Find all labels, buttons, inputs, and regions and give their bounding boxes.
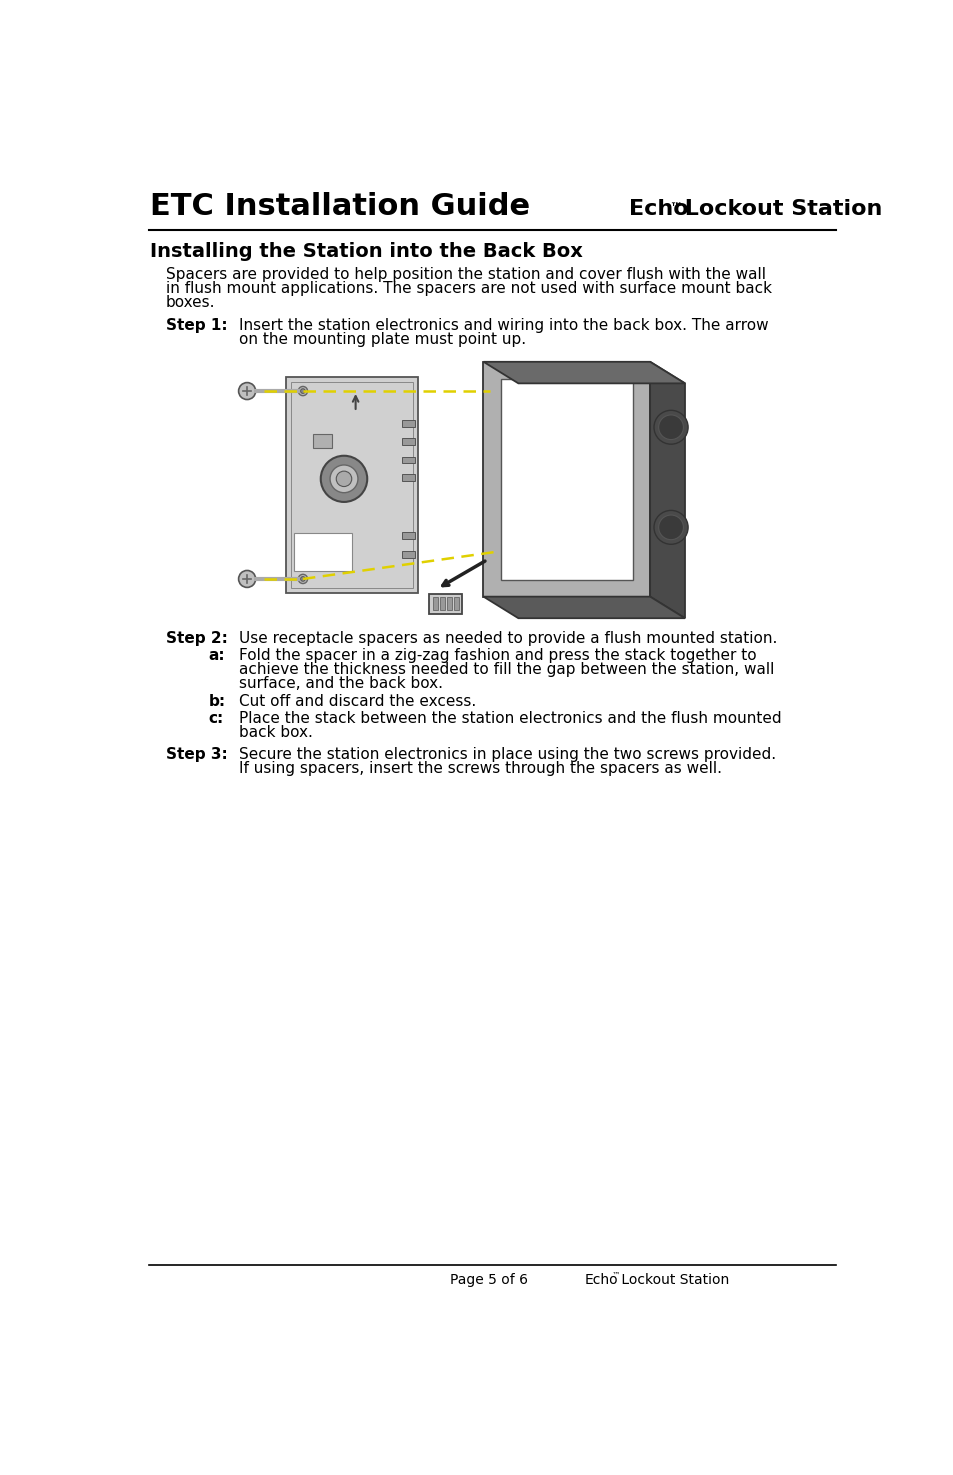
- Bar: [402, 475, 415, 481]
- Bar: [500, 379, 633, 580]
- Text: Fold the spacer in a zig-zag fashion and press the stack together to: Fold the spacer in a zig-zag fashion and…: [239, 648, 757, 664]
- Text: in flush mount applications. The spacers are not used with surface mount back: in flush mount applications. The spacers…: [166, 280, 771, 296]
- Text: Insert the station electronics and wiring into the back box. The arrow: Insert the station electronics and wirin…: [239, 319, 768, 333]
- Text: Echo: Echo: [583, 1273, 618, 1286]
- Circle shape: [654, 510, 687, 544]
- Text: ETC Installation Guide: ETC Installation Guide: [150, 192, 530, 221]
- Text: c:: c:: [208, 711, 223, 726]
- Circle shape: [238, 382, 255, 400]
- Text: Lockout Station: Lockout Station: [617, 1273, 728, 1286]
- Text: Page 5 of 6: Page 5 of 6: [450, 1273, 527, 1286]
- Text: back box.: back box.: [239, 726, 313, 740]
- Text: a:: a:: [208, 648, 225, 664]
- Polygon shape: [483, 361, 684, 384]
- Bar: [402, 420, 415, 428]
- Bar: [402, 456, 415, 463]
- Text: Secure the station electronics in place using the two screws provided.: Secure the station electronics in place …: [239, 746, 776, 761]
- Text: b:: b:: [208, 695, 225, 709]
- Circle shape: [654, 410, 687, 444]
- Polygon shape: [649, 361, 684, 618]
- Bar: [429, 593, 461, 614]
- Circle shape: [658, 414, 682, 440]
- Bar: [483, 361, 649, 597]
- Text: Use receptacle spacers as needed to provide a flush mounted station.: Use receptacle spacers as needed to prov…: [239, 631, 777, 646]
- Bar: [402, 438, 415, 445]
- Text: Installing the Station into the Back Box: Installing the Station into the Back Box: [150, 242, 582, 261]
- Bar: [286, 378, 417, 593]
- Circle shape: [238, 571, 255, 587]
- Text: ™: ™: [611, 1270, 619, 1279]
- Bar: [433, 597, 437, 609]
- Text: Step 3:: Step 3:: [166, 746, 227, 761]
- Circle shape: [335, 471, 352, 487]
- Circle shape: [298, 386, 307, 395]
- Text: Step 2:: Step 2:: [166, 631, 228, 646]
- Bar: [291, 382, 413, 589]
- Text: Place the stack between the station electronics and the flush mounted: Place the stack between the station elec…: [239, 711, 781, 726]
- Text: Echo: Echo: [629, 199, 688, 220]
- Text: Cut off and discard the excess.: Cut off and discard the excess.: [239, 695, 476, 709]
- Circle shape: [300, 389, 305, 394]
- Bar: [454, 597, 458, 609]
- Bar: [294, 532, 352, 571]
- Text: ™: ™: [669, 202, 682, 215]
- Bar: [439, 597, 444, 609]
- Bar: [402, 552, 415, 558]
- Text: Step 1:: Step 1:: [166, 319, 227, 333]
- Circle shape: [658, 515, 682, 540]
- Text: boxes.: boxes.: [166, 295, 215, 310]
- Text: If using spacers, insert the screws through the spacers as well.: If using spacers, insert the screws thro…: [239, 761, 721, 776]
- Text: on the mounting plate must point up.: on the mounting plate must point up.: [239, 332, 526, 347]
- Bar: [447, 597, 452, 609]
- Circle shape: [330, 465, 357, 493]
- Circle shape: [320, 456, 367, 502]
- Text: achieve the thickness needed to fill the gap between the station, wall: achieve the thickness needed to fill the…: [239, 662, 774, 677]
- Text: Spacers are provided to help position the station and cover flush with the wall: Spacers are provided to help position th…: [166, 267, 765, 282]
- Polygon shape: [483, 597, 684, 618]
- Circle shape: [300, 577, 305, 581]
- Bar: [402, 532, 415, 538]
- Bar: [313, 434, 332, 448]
- Text: Lockout Station: Lockout Station: [677, 199, 882, 220]
- Circle shape: [298, 574, 307, 584]
- Text: surface, and the back box.: surface, and the back box.: [239, 676, 443, 690]
